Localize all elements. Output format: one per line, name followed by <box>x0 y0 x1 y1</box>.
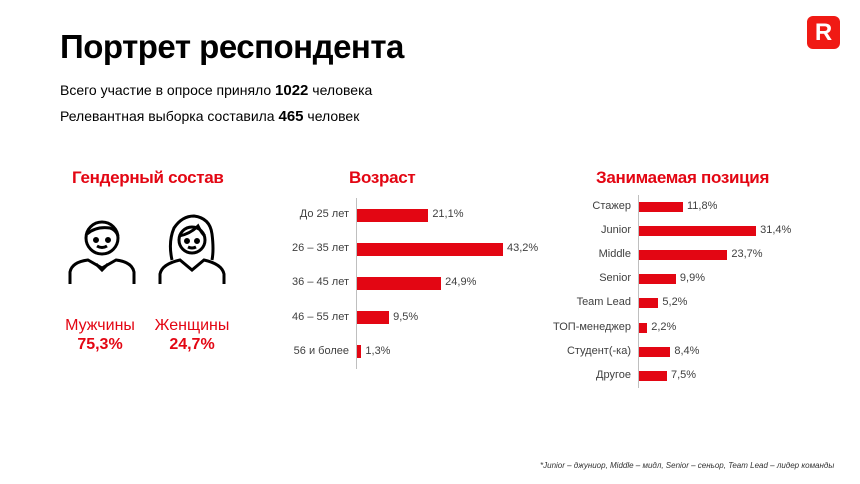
position-data-label: 7,5% <box>670 368 697 381</box>
age-category-label: 46 – 55 лет <box>292 310 349 323</box>
position-bar <box>639 226 757 237</box>
position-category-label: Другое <box>596 368 631 381</box>
age-bar <box>357 345 362 359</box>
text: Релевантная выборка составила <box>60 108 279 124</box>
gender-men: Мужчины 75,3% <box>55 316 145 354</box>
age-data-label: 21,1% <box>432 208 464 220</box>
position-category-label: Senior <box>599 272 631 285</box>
men-label: Мужчины <box>65 317 135 334</box>
men-value: 75,3% <box>77 336 123 353</box>
page-title: Портрет респондента <box>60 28 404 65</box>
position-category-label: Middle <box>598 248 631 261</box>
position-bar <box>639 250 728 261</box>
age-bar <box>357 276 442 290</box>
age-bar <box>357 311 390 325</box>
position-bar <box>639 274 676 285</box>
age-data-label: 43,2% <box>507 242 539 255</box>
age-data-label: 9,5% <box>393 310 419 323</box>
age-bar <box>357 208 429 222</box>
position-data-label: 11,8% <box>687 200 718 212</box>
footnote: *Junior – джуниор, Middle – мидл, Senior… <box>540 461 835 470</box>
position-bar <box>639 202 683 212</box>
position-category-label: Стажер <box>592 200 631 212</box>
relevant-sample: Релевантная выборка составила 465 челове… <box>60 108 359 125</box>
position-bar <box>639 370 667 381</box>
position-chart-title: Занимаемая позиция <box>596 168 770 187</box>
gender-title: Гендерный состав <box>72 168 224 187</box>
position-category-label: Студент(-ка) <box>566 344 631 357</box>
age-category-label: До 25 лет <box>299 208 349 220</box>
age-category-label: 36 – 45 лет <box>292 276 349 289</box>
position-bar <box>639 322 648 333</box>
age-chart-title: Возраст <box>349 168 416 187</box>
number: 465 <box>278 108 304 125</box>
position-data-label: 8,4% <box>674 344 700 357</box>
position-data-label: 2,2% <box>651 320 677 333</box>
total-participants: Всего участие в опросе приняло 1022 чело… <box>60 82 372 99</box>
age-data-label: 24,9% <box>445 276 477 289</box>
position-data-label: 31,4% <box>760 224 792 237</box>
position-category-label: Junior <box>601 224 631 237</box>
position-data-label: 9,9% <box>679 272 705 285</box>
age-category-label: 26 – 35 лет <box>292 242 349 255</box>
man-icon <box>68 220 136 284</box>
text: Всего участие в опросе приняло <box>60 82 276 98</box>
text: человек <box>303 108 360 124</box>
position-data-label: 23,7% <box>731 248 763 261</box>
position-axis <box>638 194 639 388</box>
text: человека <box>308 82 373 98</box>
position-bar <box>639 298 659 309</box>
age-data-label: 1,3% <box>365 344 391 357</box>
position-category-label: ТОП-менеджер <box>553 320 631 333</box>
age-category-label: 56 и более <box>293 344 349 357</box>
women-label: Женщины <box>154 317 230 334</box>
age-axis <box>356 197 357 369</box>
gender-women: Женщины 24,7% <box>147 316 237 354</box>
woman-icon <box>158 214 226 284</box>
age-bar <box>357 242 504 256</box>
logo: R <box>807 16 840 49</box>
position-data-label: 5,2% <box>662 296 688 309</box>
position-bar <box>639 346 671 357</box>
women-value: 24,7% <box>169 336 215 353</box>
position-category-label: Team Lead <box>576 296 631 309</box>
number: 1022 <box>275 82 309 99</box>
